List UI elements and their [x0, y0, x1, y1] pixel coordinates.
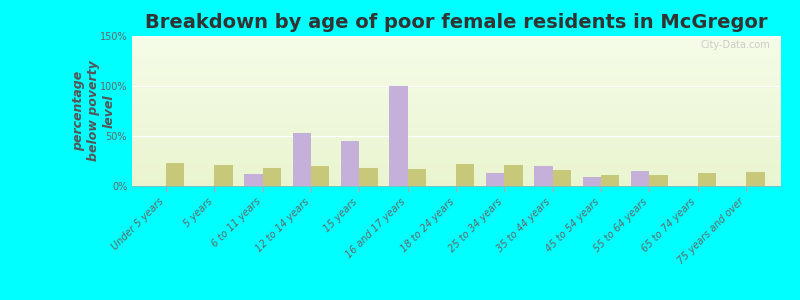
Bar — [293, 133, 311, 186]
Bar — [582, 177, 601, 186]
Bar — [359, 168, 378, 186]
Text: City-Data.com: City-Data.com — [701, 40, 770, 50]
Bar — [650, 175, 668, 186]
Bar — [631, 171, 650, 186]
Bar — [486, 173, 504, 186]
Bar — [166, 163, 184, 186]
Bar — [534, 166, 553, 186]
Bar — [746, 172, 765, 186]
Bar — [408, 169, 426, 186]
Bar — [341, 141, 359, 186]
Bar — [311, 166, 330, 186]
Bar — [504, 165, 522, 186]
Title: Breakdown by age of poor female residents in McGregor: Breakdown by age of poor female resident… — [145, 13, 767, 32]
Bar — [390, 86, 408, 186]
Y-axis label: percentage
below poverty
level: percentage below poverty level — [73, 61, 115, 161]
Bar — [244, 174, 262, 186]
Bar — [214, 165, 233, 186]
Bar — [262, 168, 281, 186]
Bar — [601, 175, 619, 186]
Bar — [698, 173, 716, 186]
Bar — [553, 170, 571, 186]
Bar — [456, 164, 474, 186]
